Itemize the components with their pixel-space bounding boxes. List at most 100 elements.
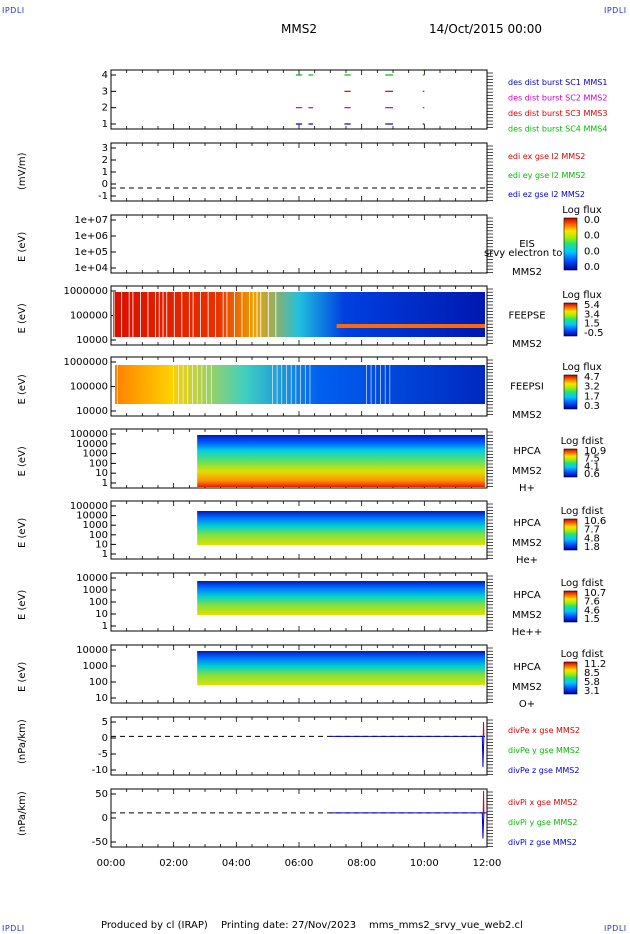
feepse-band (336, 324, 485, 328)
y-tick-label: 1 (102, 478, 108, 489)
y-tick-label: 0 (102, 179, 108, 190)
corner-label-bottom-right: IPDLI (604, 924, 627, 933)
y-tick-label: 5 (102, 717, 108, 728)
x-tick-label: 08:00 (347, 858, 376, 869)
y-tick-label: 100000 (70, 501, 108, 512)
spacecraft-label: MMS2 (512, 610, 542, 621)
series-line (330, 735, 485, 767)
x-tick-label: 02:00 (159, 858, 188, 869)
hpca-spectrogram (197, 435, 485, 487)
y-tick-label: 2 (102, 103, 108, 114)
colorbar-title: Log fdist (561, 649, 604, 660)
colorbar-tick-label: 0.0 (584, 215, 600, 226)
overlay-text: srvy electron to (484, 248, 562, 259)
y-axis-label: (nPa/km) (17, 791, 28, 836)
y-tick-label: 1000000 (63, 357, 108, 368)
colorbar-tick-label: 4.7 (584, 372, 600, 383)
y-tick-label: 10000 (76, 573, 108, 584)
y-tick-label: 100 (89, 597, 108, 608)
y-tick-label: 10 (95, 609, 108, 620)
colorbar-tick-label: 10.6 (584, 516, 606, 527)
colorbar-tick-label: 7.7 (584, 525, 600, 536)
y-tick-label: 100 (89, 677, 108, 688)
colorbar-tick-label: 3.1 (584, 686, 600, 697)
y-tick-label: 100 (89, 458, 108, 469)
date-title: 14/Oct/2015 00:00 (429, 22, 543, 36)
colorbar-tick-label: 4.8 (584, 533, 600, 544)
species-label: H+ (519, 483, 535, 494)
colorbar-tick-label: 1.8 (584, 542, 600, 553)
spacecraft-label: MMS2 (512, 682, 542, 693)
y-tick-label: 50 (95, 789, 108, 800)
y-tick-label: -5 (98, 749, 108, 760)
colorbar-tick-label: 3.4 (584, 309, 600, 320)
y-axis-label: (nPa/km) (17, 719, 28, 764)
spacecraft-label: MMS2 (512, 339, 542, 350)
x-tick-label: 04:00 (222, 858, 251, 869)
colorbar-tick-label: 1.7 (584, 391, 600, 402)
panel-frame-burst-availability (110, 69, 488, 130)
instrument-label: HPCA (513, 446, 541, 457)
colorbar-title: Log flux (562, 290, 602, 301)
colorbar-tick-label: 5.8 (584, 677, 600, 688)
footer-filename: mms_mms2_srvy_vue_web2.cl (369, 920, 523, 931)
spacecraft-label: MMS2 (512, 466, 542, 477)
legend-entry: divPe x gse MMS2 (508, 726, 580, 735)
colorbar (563, 661, 578, 695)
corner-label-top-right: IPDLI (604, 6, 627, 15)
panel-frame-divpi (110, 788, 488, 848)
series-line (482, 721, 485, 737)
species-label: He+ (516, 555, 538, 566)
legend-entry: divPe y gse MMS2 (508, 746, 580, 755)
colorbar-tick-label: 5.4 (584, 300, 600, 311)
colorbar (563, 374, 578, 410)
y-tick-label: 1 (102, 549, 108, 560)
y-tick-label: 1000 (83, 585, 108, 596)
colorbar-title: Log fdist (561, 506, 604, 517)
colorbar-tick-label: 0.6 (584, 469, 600, 480)
y-axis-label: E (eV) (17, 232, 28, 262)
y-tick-label: -10 (92, 765, 108, 776)
species-label: O+ (519, 699, 535, 710)
y-axis-label: E (eV) (17, 590, 28, 620)
instrument-label: HPCA (513, 662, 541, 673)
footer-produced-by: Produced by cl (IRAP) (101, 920, 208, 931)
species-label: He++ (512, 627, 542, 638)
colorbar-tick-label: 4.6 (584, 605, 600, 616)
colorbar-tick-label: 1.5 (584, 614, 600, 625)
y-tick-label: 2 (102, 155, 108, 166)
colorbar-title: Log flux (562, 362, 602, 373)
y-tick-label: 1000 (83, 449, 108, 460)
legend-entry: des dist burst SC2 MMS2 (508, 94, 607, 103)
y-axis-label: E (eV) (17, 303, 28, 333)
y-tick-label: 3 (102, 86, 108, 97)
y-axis-label: E (eV) (17, 518, 28, 548)
colorbar (563, 448, 578, 478)
y-tick-label: 1000000 (63, 286, 108, 297)
y-tick-label: 1000 (83, 661, 108, 672)
legend-entry: des dist burst SC3 MMS3 (508, 109, 607, 118)
panel-frame-divpe (110, 716, 488, 776)
hpca-spectrogram (197, 651, 485, 685)
x-tick-label: 06:00 (285, 858, 314, 869)
colorbar-tick-label: 1.5 (584, 319, 600, 330)
y-tick-label: 0 (102, 813, 108, 824)
colorbar-tick-label: 0.0 (584, 262, 600, 273)
instrument-label: FEEPSE (508, 311, 545, 322)
y-axis-label: E (eV) (17, 662, 28, 692)
legend-entry: divPe z gse MMS2 (508, 766, 579, 775)
y-tick-label: 4 (102, 70, 108, 81)
y-tick-label: 100000 (70, 382, 108, 393)
legend-entry: divPi z gse MMS2 (508, 838, 577, 847)
y-tick-label: 1 (102, 621, 108, 632)
colorbar-tick-label: 0.0 (584, 231, 600, 242)
colorbar (563, 590, 578, 623)
colorbar (563, 217, 578, 271)
colorbar-tick-label: 0.3 (584, 401, 600, 412)
y-tick-label: 10 (95, 468, 108, 479)
legend-entry: edi ex gse l2 MMS2 (508, 152, 585, 161)
legend-entry: des dist burst SC4 MMS4 (508, 125, 607, 134)
colorbar-tick-label: 10.7 (584, 588, 606, 599)
feepse-spectrogram (113, 292, 485, 337)
